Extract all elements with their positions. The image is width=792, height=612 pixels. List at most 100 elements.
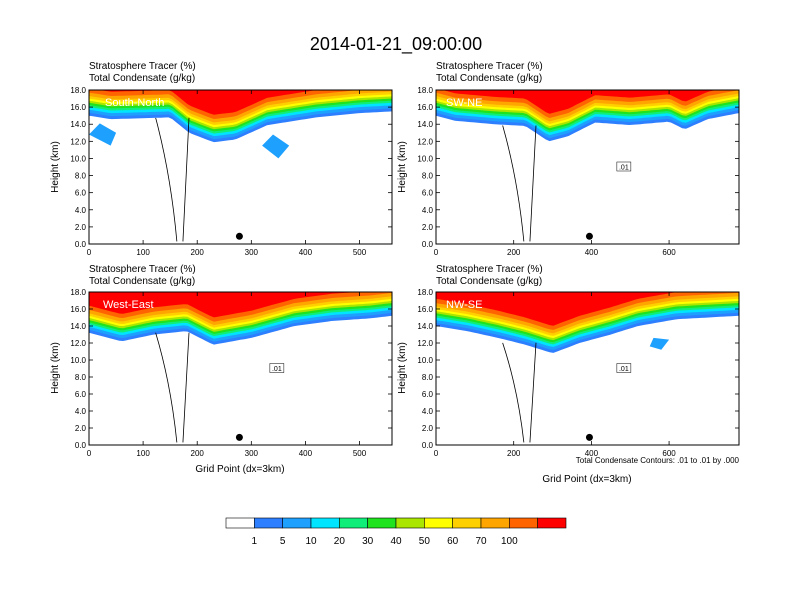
panel-name-tag: SW-NE (446, 97, 482, 109)
y-tick-label: 18.0 (417, 86, 433, 95)
x-tick-label: 200 (191, 449, 205, 458)
y-tick-label: 8.0 (422, 172, 434, 181)
y-tick-label: 2.0 (422, 424, 434, 433)
panel-sw-ne: Stratosphere Tracer (%) Total Condensate… (397, 61, 740, 257)
y-tick-label: 14.0 (70, 120, 86, 129)
y-tick-label: 12.0 (70, 137, 86, 146)
colorbar-swatch (509, 517, 538, 529)
y-tick-label: 4.0 (75, 407, 87, 416)
tracer-band (89, 90, 392, 115)
y-tick-label: 2.0 (75, 424, 87, 433)
y-tick-label: 8.0 (75, 373, 87, 382)
panel-label-condensate: Total Condensate (g/kg) (89, 276, 195, 287)
colorbar-label: 10 (305, 536, 317, 547)
x-axis-title: Grid Point (dx=3km) (195, 464, 284, 475)
x-tick-label: 0 (434, 449, 439, 458)
y-tick-label: 2.0 (75, 223, 87, 232)
y-tick-label: 16.0 (70, 305, 86, 314)
contour-label-box (616, 161, 632, 172)
figure-title: 2014-01-21_09:00:00 (310, 34, 482, 55)
location-marker (235, 433, 243, 441)
tracer-patch (262, 134, 290, 159)
tracer-patch (89, 123, 117, 146)
panel-south-north: Stratosphere Tracer (%) Total Condensate… (50, 61, 393, 257)
contour-label: .01 (272, 366, 282, 373)
colorbar-label: 40 (390, 536, 402, 547)
y-tick-label: 12.0 (417, 339, 433, 348)
y-tick-label: 4.0 (422, 206, 434, 215)
x-tick-label: 200 (191, 248, 205, 257)
tracer-band (89, 292, 392, 318)
plot-frame (435, 291, 740, 446)
x-tick-label: 400 (585, 449, 599, 458)
panel-nw-se: Stratosphere Tracer (%) Total Condensate… (397, 264, 740, 485)
colorbar-swatch (395, 517, 425, 529)
y-tick-label: 10.0 (70, 356, 86, 365)
panel-label-condensate: Total Condensate (g/kg) (436, 276, 542, 287)
x-tick-label: 200 (507, 248, 521, 257)
panel-name-tag: West-East (103, 299, 154, 311)
x-tick-label: 0 (87, 449, 92, 458)
colorbar-swatch (339, 517, 368, 529)
location-marker (235, 232, 243, 240)
y-tick-label: 0.0 (75, 441, 87, 450)
contour-label: .01 (619, 366, 629, 373)
colorbar-label: 1 (252, 536, 258, 547)
y-tick-label: 6.0 (75, 189, 87, 198)
location-marker (585, 433, 593, 441)
y-tick-label: 6.0 (75, 390, 87, 399)
plot-frame (88, 291, 393, 446)
colorbar-label: 5 (280, 536, 286, 547)
plot-area: .01 0 200 400 600 0.0 2.0 4.0 6.0 8.0 10.0 12.0 14.0… (417, 86, 740, 257)
plot-area: .01 0 200 400 600 0.0 2.0 4.0 6.0 8.0 10.0 12.0 14.0… (417, 288, 740, 458)
colorbar-label: 20 (334, 536, 346, 547)
x-tick-label: 0 (87, 248, 92, 257)
colorbar-label: 50 (419, 536, 431, 547)
colorbar-swatch (424, 517, 453, 529)
x-tick-label: 100 (136, 248, 150, 257)
x-tick-label: 400 (299, 248, 313, 257)
contour-note: Total Condensate Contours: .01 to .01 by… (576, 456, 740, 465)
x-tick-label: 600 (662, 449, 676, 458)
y-tick-label: 16.0 (70, 103, 86, 112)
y-tick-label: 16.0 (417, 305, 433, 314)
x-tick-label: 400 (299, 449, 313, 458)
colorbar-swatch (225, 517, 255, 529)
y-axis-title: Height (km) (397, 342, 408, 394)
tracer-band (436, 90, 739, 114)
y-tick-label: 18.0 (417, 288, 433, 297)
colorbar-label: 100 (501, 536, 518, 547)
x-tick-label: 600 (662, 248, 676, 257)
x-tick-label: 300 (245, 248, 259, 257)
y-tick-label: 0.0 (422, 240, 434, 249)
condensate-contour (502, 342, 537, 443)
colorbar-swatch (452, 517, 482, 529)
y-tick-label: 16.0 (417, 103, 433, 112)
colorbar-swatch (480, 517, 510, 529)
y-tick-label: 8.0 (422, 373, 434, 382)
y-tick-label: 2.0 (422, 223, 434, 232)
colorbar-swatch (537, 517, 567, 529)
x-axis-title: Grid Point (dx=3km) (542, 474, 631, 485)
y-axis-title: Height (km) (397, 141, 408, 193)
panel-name-tag: South-North (105, 97, 164, 109)
contour-label-box (616, 363, 632, 373)
colorbar-label: 30 (362, 536, 374, 547)
y-tick-label: 18.0 (70, 288, 86, 297)
y-tick-label: 10.0 (417, 154, 433, 163)
colorbar-swatch (367, 517, 397, 529)
panel-label-tracer: Stratosphere Tracer (%) (436, 61, 543, 72)
colorbar-swatch (310, 517, 340, 529)
colorbar-swatch (282, 517, 312, 529)
y-tick-label: 4.0 (422, 407, 434, 416)
condensate-contour (155, 117, 190, 242)
panel-west-east: Stratosphere Tracer (%) Total Condensate… (50, 264, 393, 475)
tracer-patch (649, 337, 670, 350)
contour-label: .01 (619, 165, 629, 172)
colorbar-swatch (254, 517, 283, 529)
y-tick-label: 0.0 (75, 240, 87, 249)
panel-label-condensate: Total Condensate (g/kg) (436, 73, 542, 84)
y-tick-label: 12.0 (417, 137, 433, 146)
plot-area: 0 100 200 300 400 500 0.0 2.0 4.0 6.0 8.0 10.0 12.0 1… (70, 86, 393, 257)
